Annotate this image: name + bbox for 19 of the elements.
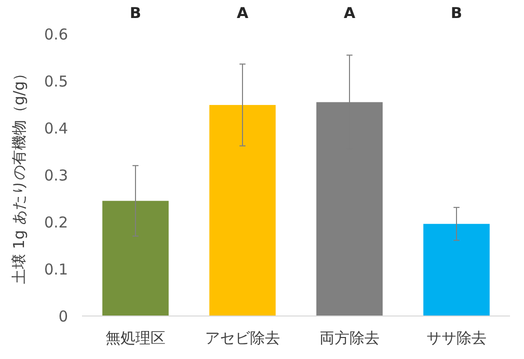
y-tick-label: 0.2 <box>44 213 68 232</box>
text: B <box>130 4 142 22</box>
bar <box>423 224 490 316</box>
y-tick-label: 0.1 <box>44 260 68 278</box>
bar <box>102 200 169 316</box>
bar <box>209 104 276 316</box>
text: A <box>344 4 356 22</box>
y-tick-label: 0.6 <box>44 25 68 44</box>
y-tick-label: 0 <box>58 307 68 326</box>
y-tick-label: 0.4 <box>44 119 68 138</box>
x-tick-label: ササ除去 <box>426 329 486 347</box>
x-tick-label: 両方除去 <box>320 329 380 347</box>
text: B <box>450 4 462 22</box>
y-axis-title: 土壌 1g あたりの有機物（g/g） <box>10 66 28 284</box>
text: A <box>236 4 249 22</box>
x-tick-label: アセビ除去 <box>205 329 280 347</box>
y-tick-label: 0.3 <box>44 166 68 184</box>
x-tick-label: 無処理区 <box>106 329 166 347</box>
y-tick-label: 0.5 <box>44 72 68 90</box>
